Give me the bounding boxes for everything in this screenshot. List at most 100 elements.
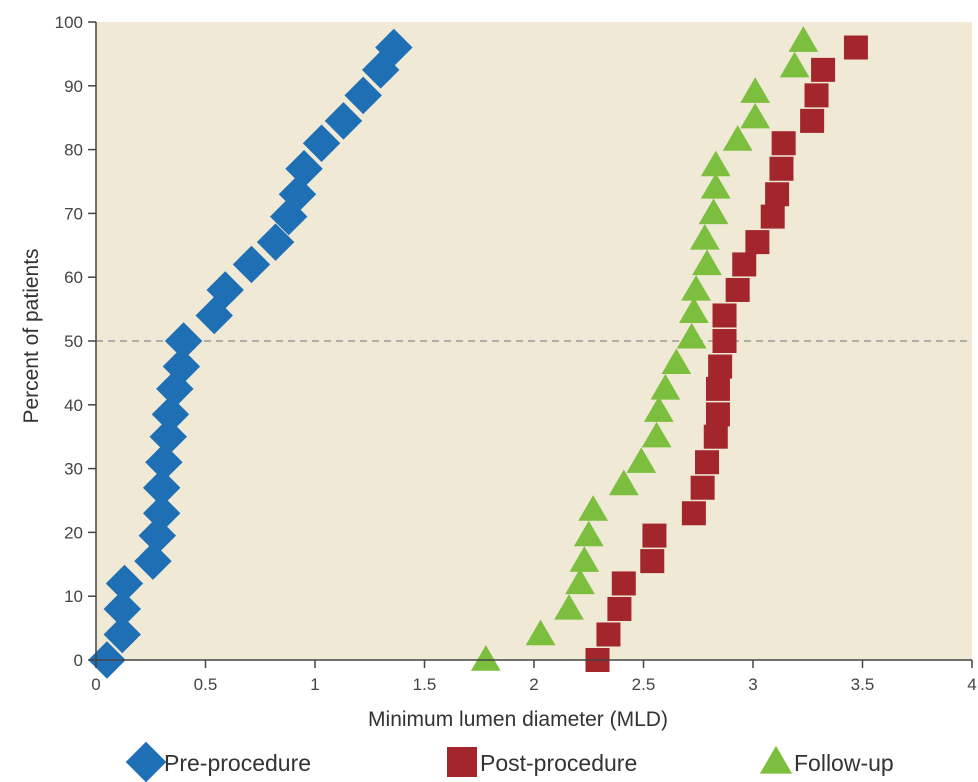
follow-up-point [565,568,595,595]
legend: Pre-procedure Post-procedure Follow-up [125,741,894,782]
y-tick-label: 100 [55,13,83,32]
pre-procedure-point [195,296,233,335]
pre-procedure-point [256,223,295,261]
post-procedure-point [681,501,706,526]
post-procedure-point [765,182,790,207]
legend-label: Pre-procedure [164,750,311,776]
pre-procedure-point [270,197,308,236]
data-marks [88,26,868,679]
legend-label: Post-procedure [480,750,637,776]
y-axis-ticks: 0 10 20 30 40 50 60 70 80 90 100 [55,13,96,670]
y-tick-label: 10 [64,587,83,606]
follow-up-point [650,373,681,400]
follow-up-point [700,173,731,199]
y-tick-label: 20 [64,523,83,542]
pre-procedure-point [375,28,413,67]
follow-up-point [698,198,729,225]
series-pre-procedure [88,28,413,679]
follow-up-point [676,322,707,349]
x-tick-label: 2.5 [632,675,656,694]
post-procedure-point [705,402,730,427]
pre-procedure-point [324,102,363,140]
follow-up-point [470,645,501,671]
follow-up-point [525,619,556,646]
post-procedure-point [811,57,836,82]
pre-procedure-point [105,564,144,603]
pre-procedure-point [134,542,172,580]
follow-up-point [573,520,604,547]
legend-item: Post-procedure [447,747,637,777]
legend-swatch [759,745,793,774]
y-tick-label: 90 [64,77,83,96]
series-follow-up [470,26,819,671]
follow-up-point [641,421,672,448]
follow-up-point [678,297,709,324]
x-tick-label: 3 [748,675,757,694]
x-axis-title: Minimum lumen diameter (MLD) [368,708,668,731]
pre-procedure-point [142,469,181,507]
follow-up-point [626,447,657,473]
follow-up-point [643,396,674,422]
follow-up-point [779,51,810,78]
x-tick-label: 2 [529,675,538,694]
x-tick-label: 0 [91,675,100,694]
pre-procedure-point [151,395,190,434]
post-procedure-point [690,475,715,500]
pre-procedure-point [285,150,323,188]
pre-procedure-point [156,370,194,408]
legend-swatch [447,747,477,777]
x-tick-label: 1.5 [413,675,437,694]
y-tick-label: 50 [64,332,83,351]
y-tick-label: 30 [64,460,83,479]
y-tick-label: 40 [64,396,83,415]
y-tick-label: 0 [74,651,83,670]
x-tick-label: 3.5 [851,675,875,694]
y-tick-label: 70 [64,204,83,223]
post-procedure-point [732,252,757,277]
y-tick-label: 80 [64,141,83,160]
pre-procedure-point [149,417,187,456]
post-procedure-point [804,83,829,108]
pre-procedure-point [344,76,382,115]
follow-up-point [692,249,722,276]
pre-procedure-point [164,322,203,360]
post-procedure-point [712,329,737,353]
follow-up-point [681,275,711,301]
post-procedure-point [745,230,770,255]
pre-procedure-point [232,245,271,284]
follow-up-point [569,546,600,572]
legend-item: Follow-up [759,745,894,776]
follow-up-point [578,495,609,521]
post-procedure-point [705,376,730,401]
follow-up-point [554,594,584,620]
pre-procedure-point [103,615,141,654]
pre-procedure-point [302,124,341,162]
follow-up-point [740,102,771,129]
follow-up-point [700,150,731,177]
post-procedure-point [640,549,665,574]
follow-up-point [661,348,692,375]
x-tick-label: 1 [310,675,319,694]
post-procedure-point [769,156,794,181]
legend-swatch [125,741,167,782]
pre-procedure-point [278,175,317,213]
pre-procedure-point [103,590,141,628]
post-procedure-point [760,204,785,229]
post-procedure-point [771,131,796,156]
legend-label: Follow-up [794,750,894,776]
follow-up-point [740,77,771,103]
y-tick-label: 60 [64,268,83,287]
x-axis-ticks: 0 0.5 1 1.5 2 2.5 3 3.5 4 [91,660,977,694]
pre-procedure-point [162,347,201,386]
y-axis-title: Percent of patients [20,248,43,423]
x-tick-label: 0.5 [194,675,218,694]
pre-procedure-point [138,516,177,555]
post-procedure-point [843,35,868,60]
follow-up-point [608,469,639,496]
post-procedure-point [596,622,621,647]
follow-up-point [689,224,720,250]
series-post-procedure [585,35,868,672]
post-procedure-point [642,523,667,548]
post-procedure-point [708,354,733,379]
